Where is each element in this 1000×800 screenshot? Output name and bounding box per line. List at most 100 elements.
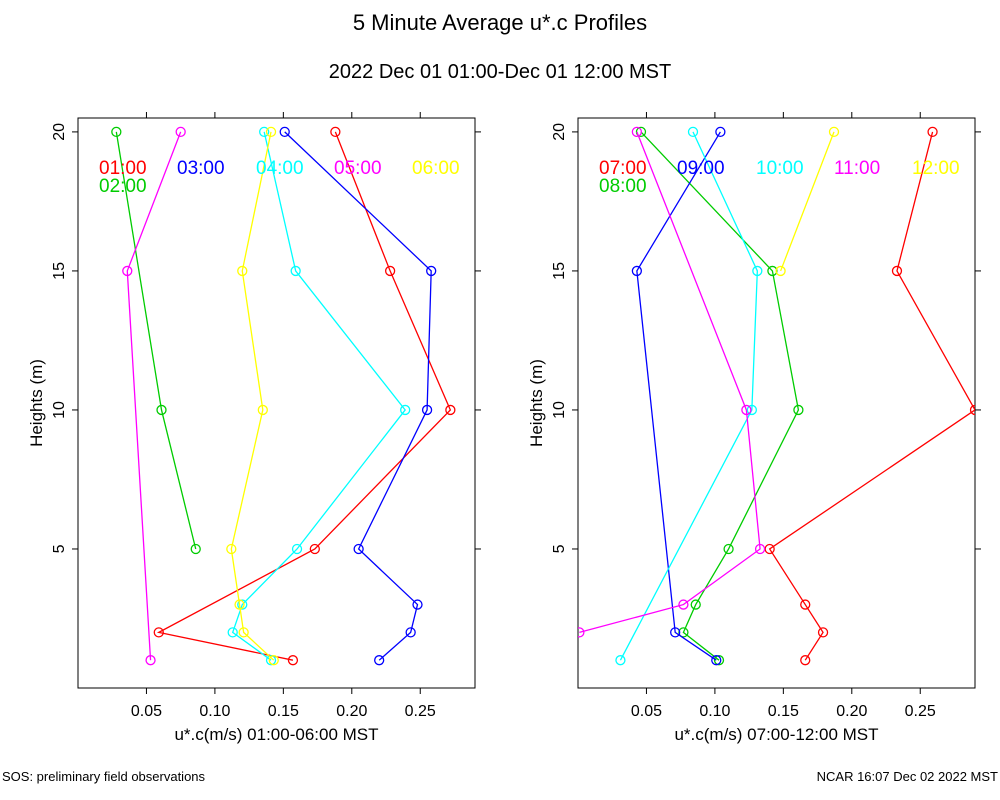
- legend-entry: 06:00: [412, 158, 460, 179]
- figure-title: 5 Minute Average u*.c Profiles: [353, 10, 647, 35]
- data-point: [687, 126, 699, 138]
- y-tick-label: 15: [51, 262, 68, 280]
- x-tick-label: 0.15: [768, 703, 799, 720]
- data-point: [257, 404, 268, 416]
- data-point: [265, 655, 277, 666]
- data-point: [723, 543, 734, 555]
- legend-entry: 02:00: [99, 176, 147, 197]
- data-point: [226, 543, 237, 555]
- series-line-0800: [640, 131, 800, 661]
- data-point: [237, 265, 248, 277]
- data-point: [690, 599, 701, 610]
- data-point: [405, 627, 416, 638]
- figure-subtitle: 2022 Dec 01 01:00-Dec 01 12:00 MST: [329, 61, 671, 83]
- legend-entry: 03:00: [177, 158, 225, 179]
- series-line-0200: [115, 131, 197, 550]
- data-point: [631, 126, 643, 138]
- x-tick-label: 0.20: [836, 703, 867, 720]
- data-point: [741, 404, 752, 416]
- x-tick-label: 0.25: [405, 703, 436, 720]
- y-tick-label: 10: [51, 401, 68, 419]
- series-line-0900: [636, 131, 721, 661]
- y-tick-label: 5: [551, 544, 568, 553]
- legend-entry: 12:00: [912, 158, 960, 179]
- legend-entry: 04:00: [256, 158, 304, 179]
- series-line-1000: [619, 131, 758, 661]
- data-point: [353, 543, 364, 555]
- data-point: [227, 627, 238, 638]
- data-point: [400, 404, 411, 416]
- legend-entry: 08:00: [599, 176, 647, 197]
- data-point: [291, 543, 303, 555]
- y-axis-label: Heights (m): [27, 359, 46, 447]
- data-point: [678, 627, 689, 638]
- y-tick-label: 20: [551, 123, 568, 141]
- data-point: [237, 599, 248, 610]
- data-point: [891, 265, 903, 277]
- data-point: [259, 126, 270, 138]
- y-axis-label: Heights (m): [527, 359, 546, 447]
- legend-entry: 10:00: [756, 158, 804, 179]
- x-tick-label: 0.15: [268, 703, 299, 720]
- series-group: [111, 126, 456, 666]
- y-tick-label: 15: [551, 262, 568, 280]
- data-point: [631, 265, 643, 277]
- series-group: [578, 126, 975, 666]
- data-point: [746, 404, 758, 416]
- series-line-1100: [579, 131, 761, 634]
- plot-frame: [77, 117, 476, 689]
- x-tick-label: 0.05: [631, 703, 662, 720]
- data-point: [445, 404, 456, 416]
- data-point: [670, 627, 681, 638]
- data-point: [715, 126, 726, 138]
- series-line-0600: [230, 131, 275, 661]
- data-point: [153, 627, 164, 638]
- plot-frame: [577, 117, 976, 689]
- series-line-0700: [768, 131, 975, 661]
- data-point: [421, 404, 433, 416]
- data-point: [268, 655, 279, 666]
- legend-entry: 11:00: [834, 158, 880, 179]
- data-point: [374, 655, 385, 666]
- left-profile-panel: 0.05 0.10 0.15 0.20 0.25 5 10 15 20 u*.c(m/s) 01:…: [27, 112, 481, 744]
- legend-entry: 05:00: [334, 158, 382, 179]
- y-tick-label: 20: [51, 123, 68, 141]
- data-point: [969, 404, 975, 416]
- x-tick-label: 0.20: [336, 703, 367, 720]
- data-point: [578, 627, 585, 638]
- data-point: [927, 126, 938, 138]
- data-point: [175, 126, 186, 138]
- data-point: [190, 543, 201, 555]
- data-point: [330, 126, 341, 138]
- data-point: [800, 655, 811, 666]
- data-point: [265, 126, 277, 138]
- series-line-1200: [780, 131, 835, 272]
- data-point: [384, 265, 396, 277]
- x-axis-label: u*.c(m/s) 01:00-06:00 MST: [174, 725, 378, 744]
- data-point: [279, 126, 290, 138]
- data-point: [287, 655, 299, 666]
- x-tick-label: 0.10: [699, 703, 730, 720]
- data-point: [234, 599, 245, 610]
- data-point: [290, 265, 301, 277]
- series-line-0100: [156, 131, 452, 661]
- data-point: [426, 265, 437, 277]
- data-point: [309, 543, 320, 555]
- data-point: [156, 404, 167, 416]
- x-axis-label: u*.c(m/s) 07:00-12:00 MST: [674, 725, 878, 744]
- series-line-0300: [284, 131, 432, 661]
- series-line-0500: [126, 131, 182, 661]
- data-point: [412, 599, 423, 610]
- right-profile-panel: 0.05 0.10 0.15 0.20 0.25 5 10 15 20 u*.c(m/s) 07:…: [527, 112, 981, 744]
- data-point: [711, 655, 722, 666]
- x-tick-label: 0.25: [905, 703, 936, 720]
- data-point: [828, 126, 840, 138]
- series-line-0400: [231, 131, 407, 661]
- legend-entry: 01:00: [99, 158, 147, 179]
- x-tick-label: 0.10: [199, 703, 230, 720]
- data-point: [752, 265, 763, 277]
- data-point: [145, 655, 156, 666]
- data-point: [793, 404, 804, 416]
- y-tick-label: 5: [51, 544, 68, 553]
